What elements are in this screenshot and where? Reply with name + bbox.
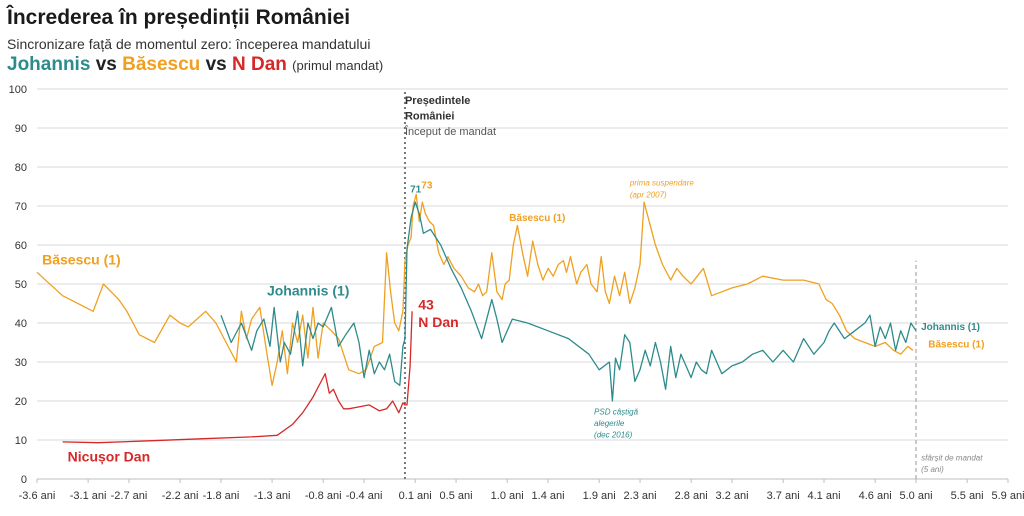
x-tick-label: 1.0 ani xyxy=(491,490,524,502)
series-lines xyxy=(36,193,917,444)
x-tick-label: 4.6 ani xyxy=(859,490,892,502)
annotation-label-johannis-mid: Johannis (1) xyxy=(267,283,349,299)
y-tick-label: 60 xyxy=(15,240,27,252)
annotation-label-basescu-right: Băsescu (1) xyxy=(928,340,984,351)
y-tick-label: 70 xyxy=(15,201,27,213)
series-line-nicusor-dan xyxy=(62,311,413,444)
x-tick-label: 3.7 ani xyxy=(767,490,800,502)
x-tick-label: -3.6 ani xyxy=(19,490,56,502)
x-tick-label: -0.8 ani xyxy=(305,490,342,502)
x-tick-label: 0.5 ani xyxy=(440,490,473,502)
comparison-note: (primul mandat) xyxy=(292,58,384,73)
y-tick-label: 20 xyxy=(15,396,27,408)
series-line-basescu-1 xyxy=(36,193,914,387)
x-tick-label: 1.9 ani xyxy=(583,490,616,502)
gridlines xyxy=(37,88,1008,480)
x-tick-label: 4.1 ani xyxy=(808,490,841,502)
annotation-note-end-2: (5 ani) xyxy=(921,465,944,474)
series-line-johannis-1 xyxy=(220,201,917,402)
y-tick-label: 50 xyxy=(15,279,27,291)
y-tick-label: 90 xyxy=(15,123,27,135)
comparison-johannis: Johannis xyxy=(7,54,91,75)
x-tick-label: -3.1 ani xyxy=(70,490,107,502)
annotation-label-dan-bottom: Nicușor Dan xyxy=(68,448,150,464)
chart-title: Încrederea în președinții României xyxy=(7,6,351,29)
annotation-label-johannis-peak: 71 xyxy=(410,184,422,195)
y-tick-label: 30 xyxy=(15,357,27,369)
x-tick-label: 5.9 ani xyxy=(991,490,1024,502)
x-tick-label: 5.0 ani xyxy=(899,490,932,502)
annotation-label-basescu-peak: 73 xyxy=(421,180,433,191)
comparison-basescu: Băsescu xyxy=(122,54,201,75)
x-axis-ticks: -3.6 ani -3.1 ani -2.7 ani -2.2 ani -1.8 ani… xyxy=(19,479,1024,502)
y-tick-label: 100 xyxy=(9,84,27,96)
annotation-label-johannis-right: Johannis (1) xyxy=(921,322,980,333)
annotation-note-suspend-2: (apr 2007) xyxy=(630,190,667,199)
x-tick-label: 3.2 ani xyxy=(716,490,749,502)
annotations: Băsescu (1) Johannis (1) Nicușor Dan 43 N Da… xyxy=(42,95,984,474)
annotation-label-dan-value: 43 xyxy=(418,296,434,312)
comparison-vs-1: vs xyxy=(95,54,117,75)
annotation-label-basescu-left: Băsescu (1) xyxy=(42,252,121,268)
x-tick-label: 2.3 ani xyxy=(624,490,657,502)
annotation-note-start-1: Președintele xyxy=(405,95,470,107)
annotation-note-start-2: României xyxy=(405,110,455,122)
x-tick-label: -0.4 ani xyxy=(346,490,383,502)
y-tick-label: 80 xyxy=(15,162,27,174)
annotation-note-start-3: Început de mandat xyxy=(404,125,496,138)
chart-subtitle: Sincronizare față de momentul zero: înce… xyxy=(7,36,371,52)
annotation-note-end-1: sfârșit de mandat xyxy=(921,453,983,462)
annotation-label-basescu-mid: Băsescu (1) xyxy=(509,213,565,224)
y-tick-label: 40 xyxy=(15,318,27,330)
x-tick-label: 5.5 ani xyxy=(951,490,984,502)
y-tick-label: 10 xyxy=(15,435,27,447)
reference-lines xyxy=(403,89,917,479)
annotation-note-psd-2: alegerile xyxy=(594,419,625,428)
x-tick-label: -2.2 ani xyxy=(162,490,199,502)
comparison-dan: N Dan xyxy=(231,54,287,75)
y-tick-label: 0 xyxy=(21,474,27,486)
x-tick-label: 2.8 ani xyxy=(675,490,708,502)
y-axis-ticks: 0 10 20 30 40 50 60 70 80 90 100 xyxy=(9,84,27,486)
x-tick-label: -2.7 ani xyxy=(111,490,148,502)
comparison-vs-2: vs xyxy=(205,54,227,75)
annotation-label-dan-name: N Dan xyxy=(418,314,458,330)
annotation-note-psd-3: (dec 2016) xyxy=(594,431,633,440)
x-tick-label: 0.1 ani xyxy=(399,490,432,502)
annotation-note-suspend-1: prima suspendare xyxy=(629,179,695,188)
x-tick-label: -1.8 ani xyxy=(203,490,240,502)
x-tick-label: -1.3 ani xyxy=(254,490,291,502)
comparison-line: Johannis vs Băsescu vs N Dan (primul man… xyxy=(7,54,383,76)
annotation-note-psd-1: PSD câștigă xyxy=(594,407,639,416)
x-tick-label: 1.4 ani xyxy=(532,490,565,502)
